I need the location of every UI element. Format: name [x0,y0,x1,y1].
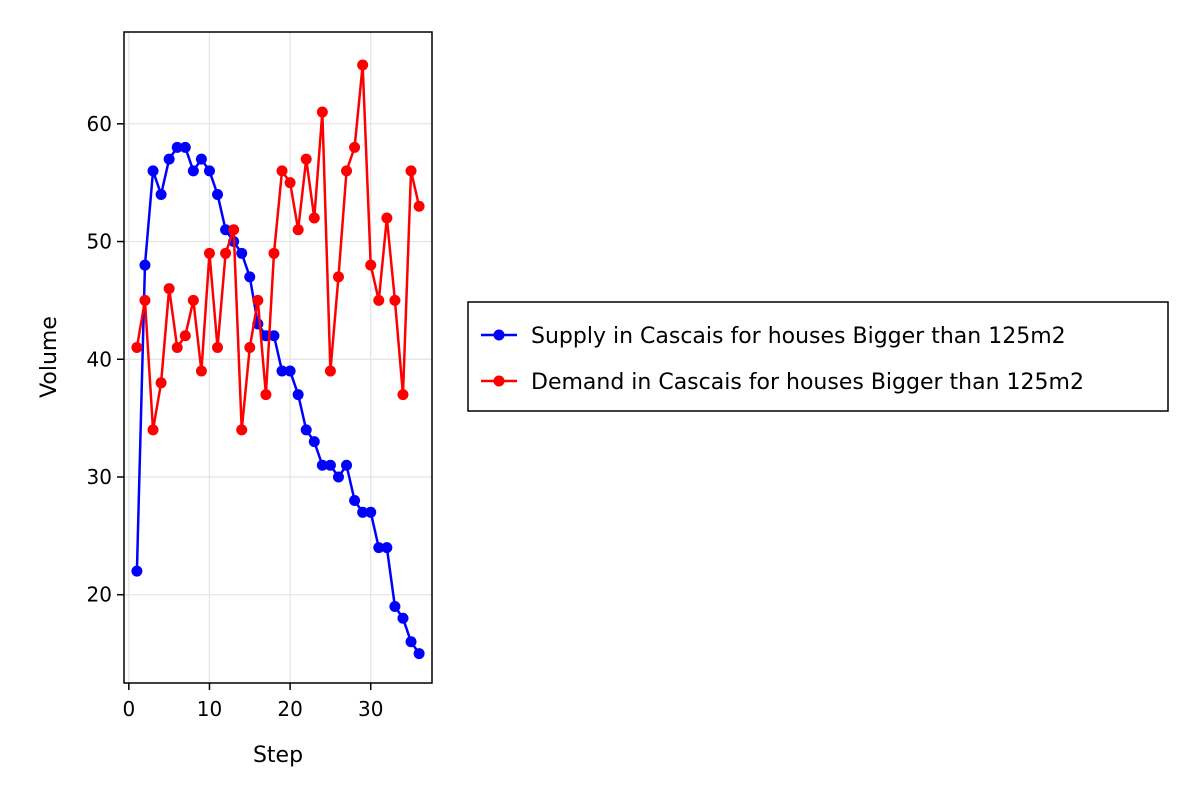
data-point [268,247,280,259]
series-demand [131,59,425,436]
y-tick-label: 60 [87,112,112,136]
x-axis-ticks: 0 10 20 30 [122,683,383,721]
data-point [212,341,224,353]
data-point [203,247,215,259]
legend-item: Demand in Cascais for houses Bigger than… [481,370,1084,395]
data-point [300,153,312,165]
legend-marker [493,375,505,387]
x-tick-label: 20 [277,697,302,721]
data-point [131,565,143,577]
y-axis-title: Volume [37,316,62,398]
plot-frame [123,31,433,684]
data-point [236,424,248,436]
data-point [413,200,425,212]
data-point [365,506,377,518]
data-point [349,495,361,507]
data-point [276,165,288,177]
data-point [228,224,240,236]
data-point [244,341,256,353]
legend-item: Supply in Cascais for houses Bigger than… [481,324,1066,349]
data-point [187,294,199,306]
data-point [341,459,353,471]
y-tick-label: 40 [87,347,112,371]
x-tick-label: 10 [197,697,222,721]
data-point [260,389,272,401]
data-point [252,294,264,306]
legend-label: Demand in Cascais for houses Bigger than… [531,370,1084,395]
data-point [171,141,183,153]
data-point [147,424,159,436]
y-axis-ticks: 20 30 40 50 60 [87,112,124,607]
series-supply [131,141,425,660]
data-point [389,600,401,612]
data-point [332,271,344,283]
data-point [292,224,304,236]
data-point [131,341,143,353]
data-point [413,648,425,660]
data-point [171,341,183,353]
data-point [212,188,224,200]
data-point [155,377,167,389]
data-point [147,165,159,177]
legend-marker [493,329,505,341]
series-layer [131,59,425,660]
data-point [308,212,320,224]
data-point [220,224,232,236]
data-point [179,330,191,342]
data-point [341,165,353,177]
data-point [397,389,409,401]
series-line [135,63,421,432]
data-point [236,247,248,259]
data-point [381,542,393,554]
data-point [316,106,328,118]
data-point [357,506,369,518]
data-point [324,459,336,471]
x-tick-label: 0 [122,697,135,721]
data-point [284,177,296,189]
data-point [284,365,296,377]
data-point [268,330,280,342]
data-point [397,612,409,624]
data-point [405,636,417,648]
data-point [373,542,385,554]
data-point [381,212,393,224]
data-point [195,153,207,165]
data-point [203,165,215,177]
data-point [332,471,344,483]
data-point [163,153,175,165]
data-point [179,141,191,153]
data-point [357,59,369,71]
x-axis-title: Step [253,743,303,768]
data-point [244,271,256,283]
data-point [365,259,377,271]
data-point [155,188,167,200]
legend: Supply in Cascais for houses Bigger than… [467,301,1169,412]
data-point [405,165,417,177]
data-point [324,365,336,377]
data-point [300,424,312,436]
data-point [187,165,199,177]
y-tick-label: 50 [87,230,112,254]
legend-box [467,301,1169,412]
data-point [163,283,175,295]
data-point [316,459,328,471]
data-point [276,365,288,377]
data-point [139,294,151,306]
x-tick-label: 30 [358,697,383,721]
data-point [139,259,151,271]
data-point [349,141,361,153]
data-point [373,294,385,306]
y-tick-label: 20 [87,583,112,607]
legend-label: Supply in Cascais for houses Bigger than… [531,324,1066,349]
y-tick-label: 30 [87,465,112,489]
grid [124,32,432,683]
data-point [308,436,320,448]
data-point [292,389,304,401]
data-point [195,365,207,377]
data-point [220,247,232,259]
data-point [389,294,401,306]
